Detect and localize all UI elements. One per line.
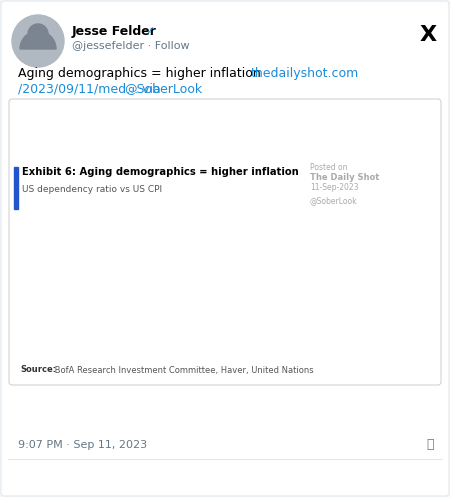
Bar — [14, 167, 18, 209]
Text: 9:07 PM · Sep 11, 2023: 9:07 PM · Sep 11, 2023 — [18, 440, 147, 450]
Text: Jesse Felder: Jesse Felder — [72, 24, 157, 37]
Text: Exhibit 6: Aging demographics = higher inflation: Exhibit 6: Aging demographics = higher i… — [22, 167, 299, 177]
Text: @jessefelder · Follow: @jessefelder · Follow — [72, 41, 189, 51]
Text: US dependency ratio vs US CPI: US dependency ratio vs US CPI — [22, 184, 162, 193]
Wedge shape — [20, 31, 56, 49]
Text: X: X — [419, 25, 436, 45]
Text: Aging demographics = higher inflation: Aging demographics = higher inflation — [18, 67, 265, 80]
Circle shape — [28, 24, 48, 44]
Text: ✓: ✓ — [145, 26, 154, 36]
Text: The Daily Shot: The Daily Shot — [310, 172, 379, 181]
Circle shape — [12, 15, 64, 67]
Text: Source:: Source: — [20, 365, 56, 375]
Text: 11-Sep-2023: 11-Sep-2023 — [310, 182, 359, 191]
Text: Posted on: Posted on — [310, 163, 347, 171]
Text: BofA Research Investment Committee, Haver, United Nations: BofA Research Investment Committee, Have… — [52, 365, 314, 375]
Text: @SoberLook: @SoberLook — [310, 196, 358, 205]
Text: @SoberLook: @SoberLook — [124, 82, 202, 95]
Text: thedailyshot.com: thedailyshot.com — [251, 67, 359, 80]
Legend: US dependency ratio (per 100), US CPI (y/y%, 5y avg, 15yr lag, rhs): US dependency ratio (per 100), US CPI (y… — [72, 220, 256, 248]
FancyBboxPatch shape — [9, 99, 441, 385]
Text: /2023/09/11/med... via: /2023/09/11/med... via — [18, 82, 165, 95]
Text: ⓘ: ⓘ — [426, 438, 434, 451]
